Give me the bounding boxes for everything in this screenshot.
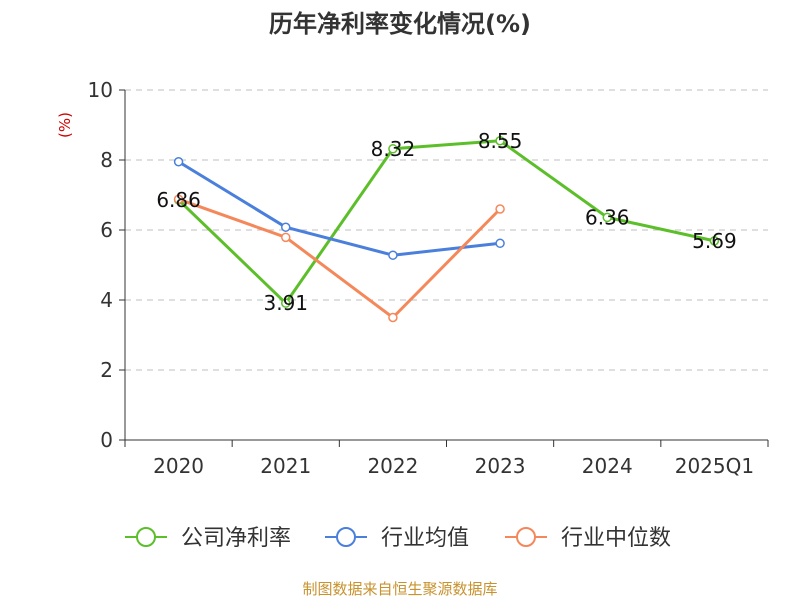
x-tick-label: 2025Q1 xyxy=(675,454,754,478)
y-tick-label: 6 xyxy=(100,218,113,242)
series-line-2 xyxy=(177,160,501,257)
data-label: 5.69 xyxy=(692,229,737,253)
x-tick-label: 2023 xyxy=(475,454,526,478)
x-tick-label: 2024 xyxy=(582,454,633,478)
series-line-3 xyxy=(178,197,502,319)
data-point xyxy=(495,238,505,249)
data-point xyxy=(281,222,291,232)
data-point xyxy=(388,250,398,260)
data-label: 8.32 xyxy=(371,137,416,161)
y-tick-label: 2 xyxy=(100,358,113,382)
data-point xyxy=(602,212,612,223)
data-point xyxy=(495,204,505,214)
legend-label: 公司净利率 xyxy=(181,526,291,551)
data-label: 8.55 xyxy=(478,129,523,153)
y-tick-label: 10 xyxy=(88,78,113,102)
data-label: 6.36 xyxy=(585,205,630,229)
data-point xyxy=(281,232,291,243)
data-label: 6.86 xyxy=(156,188,201,212)
data-point xyxy=(709,236,720,246)
chart-title: 历年净利率变化情况(%) xyxy=(269,10,531,38)
data-point xyxy=(173,194,184,204)
data-point xyxy=(388,312,398,323)
legend-label: 行业中位数 xyxy=(561,526,671,551)
x-tick-label: 2022 xyxy=(367,454,418,478)
y-tick-label: 0 xyxy=(100,428,113,452)
data-point xyxy=(495,136,505,146)
data-point xyxy=(281,298,291,308)
data-point xyxy=(388,144,398,154)
y-tick-label: 8 xyxy=(100,148,113,172)
data-label: 3.91 xyxy=(263,291,308,315)
data-point xyxy=(173,157,184,167)
legend-marker xyxy=(336,527,356,547)
y-axis-label: (%) xyxy=(56,112,74,138)
legend-marker xyxy=(516,527,536,547)
data-source-note: 制图数据来自恒生聚源数据库 xyxy=(302,580,498,598)
legend-label: 行业均值 xyxy=(381,526,469,551)
series-line-1 xyxy=(177,139,715,305)
x-tick-label: 2020 xyxy=(153,454,204,478)
x-tick-label: 2021 xyxy=(260,454,311,478)
y-tick-label: 4 xyxy=(100,288,113,312)
legend-marker xyxy=(136,527,156,547)
